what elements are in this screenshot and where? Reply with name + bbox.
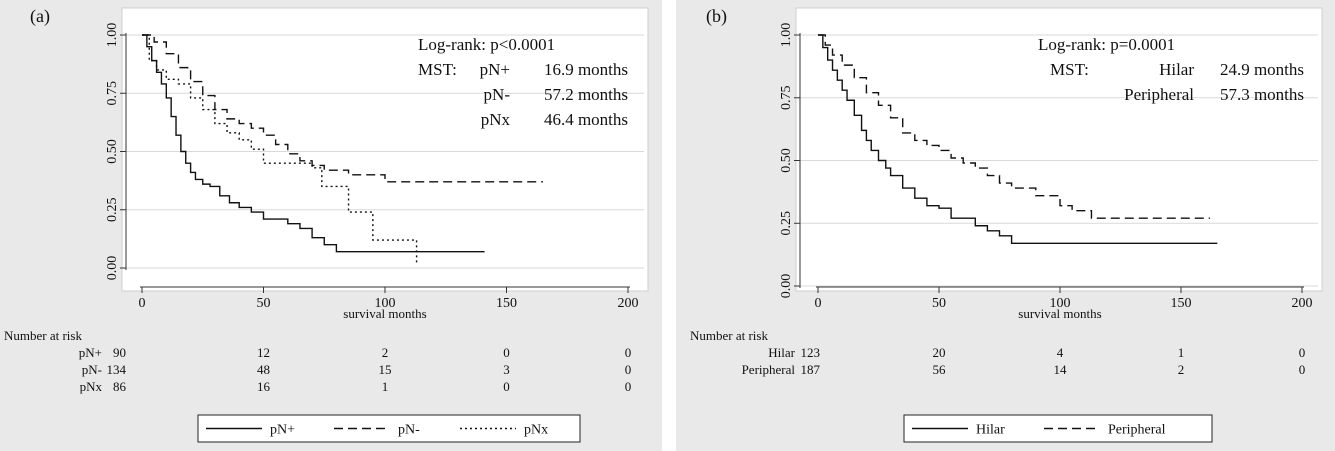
risk-count: 56: [933, 362, 947, 377]
logrank-text: Log-rank: p<0.0001: [418, 35, 555, 54]
x-axis-label: survival months: [343, 306, 426, 321]
mst-group-label: Peripheral: [1124, 85, 1194, 104]
legend-label: pN+: [270, 423, 295, 438]
y-tick-label: 0.50: [105, 139, 120, 164]
risk-count: 20: [933, 345, 946, 360]
risk-count: 14: [1054, 362, 1068, 377]
mst-value: 57.3 months: [1220, 85, 1304, 104]
legend-label: pN-: [398, 423, 420, 438]
risk-count: 0: [1299, 362, 1306, 377]
y-tick-label: 0.25: [105, 198, 120, 223]
legend-label: Hilar: [976, 423, 1005, 438]
x-tick-label: 200: [618, 296, 639, 311]
series-line-pn-: [142, 34, 543, 183]
risk-count: 123: [801, 345, 821, 360]
y-tick-label: 0.75: [105, 81, 120, 106]
risk-table-title: Number at risk: [4, 328, 82, 343]
x-tick-label: 100: [375, 296, 396, 311]
mst-prefix: MST:: [1050, 60, 1089, 79]
risk-count: 0: [625, 379, 632, 394]
risk-table-title: Number at risk: [690, 328, 768, 343]
km-chart-b: 0.000.250.500.751.000 50 100 150 200survival…: [690, 6, 1323, 443]
x-tick-label: 50: [257, 296, 271, 311]
risk-count: 0: [625, 362, 632, 377]
logrank-text: Log-rank: p=0.0001: [1038, 35, 1175, 54]
risk-row-label: pN+: [79, 345, 102, 360]
risk-count: 0: [1299, 345, 1306, 360]
risk-count: 3: [503, 362, 510, 377]
risk-count: 15: [379, 362, 392, 377]
mst-value: 57.2 months: [544, 85, 628, 104]
risk-count: 2: [1178, 362, 1185, 377]
legend-label: pNx: [524, 423, 548, 438]
mst-value: 16.9 months: [544, 60, 628, 79]
risk-row-label: pN-: [82, 362, 102, 377]
mst-group-label: pNx: [481, 110, 511, 129]
mst-group-label: Hilar: [1159, 60, 1194, 79]
risk-count: 134: [107, 362, 127, 377]
plot-area: [121, 7, 649, 292]
risk-row-label: Peripheral: [742, 362, 796, 377]
mst-prefix: MST:: [418, 60, 457, 79]
risk-row-label: pNx: [80, 379, 103, 394]
x-tick-label: 50: [932, 296, 946, 311]
y-tick-label: 1.00: [779, 23, 794, 48]
x-tick-label: 0: [139, 296, 146, 311]
x-tick-label: 0: [815, 296, 822, 311]
risk-count: 16: [257, 379, 271, 394]
legend-label: Peripheral: [1108, 423, 1166, 438]
risk-count: 187: [801, 362, 821, 377]
mst-value: 46.4 months: [544, 110, 628, 129]
y-tick-label: 0.25: [779, 211, 794, 236]
risk-count: 4: [1057, 345, 1064, 360]
risk-count: 0: [625, 345, 632, 360]
x-axis-label: survival months: [1018, 306, 1101, 321]
y-tick-label: 0.00: [779, 274, 794, 299]
risk-count: 1: [1178, 345, 1185, 360]
risk-count: 90: [113, 345, 126, 360]
mst-group-label: pN-: [484, 85, 511, 104]
panel-a: 0.00 0.25 0.50 0.75 1.00 0 50 100 150 200 survival…: [0, 0, 662, 451]
y-tick-label: 0.50: [779, 148, 794, 173]
x-tick-label: 200: [1292, 296, 1313, 311]
x-tick-label: 100: [1050, 296, 1071, 311]
panel-label: (a): [30, 6, 50, 27]
km-chart-a: 0.000.250.500.751.000 50 100 150 200survival…: [4, 6, 649, 443]
panel-b: 0.00 0.25 0.50 0.75 1.00 0 50 100 150 200 survival…: [676, 0, 1335, 451]
mst-group-label: pN+: [480, 60, 510, 79]
risk-count: 1: [382, 379, 389, 394]
x-tick-label: 150: [1171, 296, 1192, 311]
y-tick-label: 0.75: [779, 86, 794, 111]
risk-count: 2: [382, 345, 389, 360]
risk-count: 86: [113, 379, 127, 394]
risk-count: 0: [503, 345, 510, 360]
x-tick-label: 150: [496, 296, 517, 311]
risk-row-label: Hilar: [768, 345, 795, 360]
risk-count: 12: [257, 345, 270, 360]
risk-count: 48: [257, 362, 270, 377]
y-tick-label: 1.00: [105, 23, 120, 48]
series-line-pn-: [142, 34, 485, 253]
panel-label: (b): [706, 6, 727, 27]
series-line-hilar: [818, 34, 1218, 245]
mst-value: 24.9 months: [1220, 60, 1304, 79]
y-tick-label: 0.00: [105, 256, 120, 281]
risk-count: 0: [503, 379, 510, 394]
